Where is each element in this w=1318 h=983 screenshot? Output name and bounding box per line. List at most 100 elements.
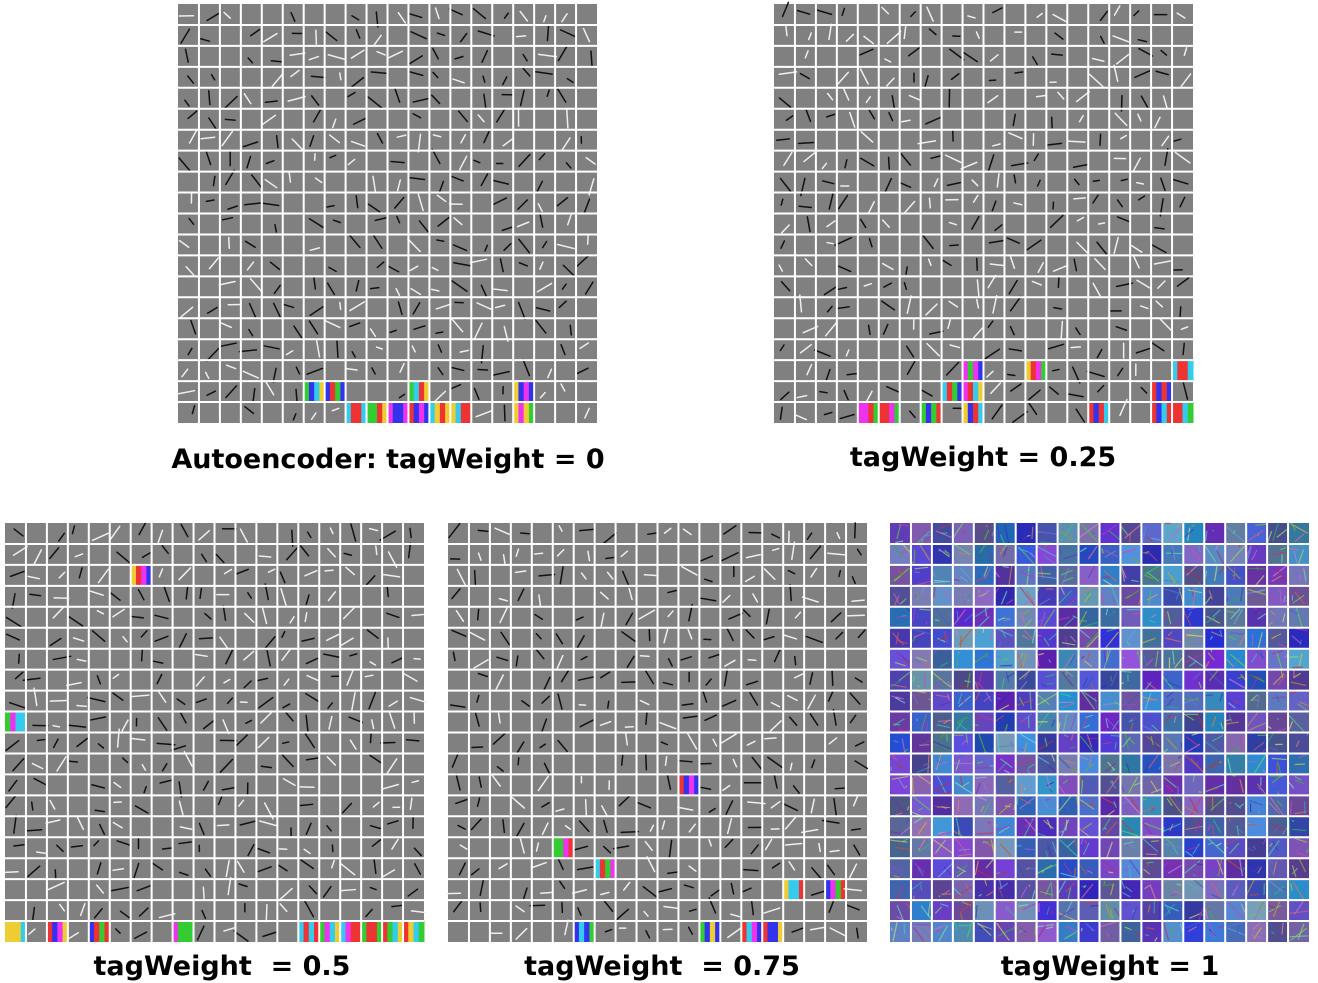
filter-cell	[995, 691, 1016, 712]
filter-cell	[1204, 628, 1225, 649]
filter-cell	[1141, 670, 1162, 691]
filter-panel	[178, 4, 597, 423]
edge-stroke	[622, 755, 623, 765]
filter-cell	[1016, 921, 1037, 942]
filter-cell	[1183, 879, 1204, 900]
color-band	[387, 921, 393, 942]
color-band	[931, 402, 937, 423]
noise-stroke	[1080, 621, 1087, 622]
filter-cell	[1246, 795, 1267, 816]
filter-cell	[1058, 816, 1079, 837]
color-band	[773, 921, 779, 942]
filter-cell	[1204, 753, 1225, 774]
filter-cell	[974, 649, 995, 670]
caption: tagWeight = 1	[1001, 951, 1220, 982]
noise-stroke	[919, 745, 929, 746]
edge-stroke	[259, 556, 271, 557]
filter-cell	[1100, 774, 1121, 795]
noise-stroke	[1220, 762, 1222, 763]
color-band	[141, 565, 147, 586]
edge-stroke	[478, 530, 488, 531]
color-band	[1188, 402, 1194, 423]
edge-stroke	[1015, 72, 1023, 73]
edge-stroke	[475, 571, 476, 585]
edge-stroke	[541, 893, 551, 894]
color-band	[863, 402, 869, 423]
color-band	[1031, 360, 1037, 381]
color-band	[366, 921, 372, 942]
filter-cell	[1058, 586, 1079, 607]
color-band	[1188, 360, 1194, 381]
noise-stroke	[986, 526, 988, 527]
figure: Autoencoder: tagWeight = 0 tagWeight = 0…	[0, 0, 1318, 983]
filter-cell	[1016, 649, 1037, 670]
filter-cell	[1225, 691, 1246, 712]
filter-cell	[1225, 816, 1246, 837]
color-band	[830, 879, 836, 900]
filter-cell	[1246, 837, 1267, 858]
color-band	[836, 879, 842, 900]
caption: tagWeight = 0.5	[94, 951, 351, 982]
color-band	[408, 921, 414, 942]
filter-cell	[1058, 649, 1079, 670]
filter-cell	[911, 733, 932, 754]
color-band	[1183, 402, 1189, 423]
filter-cell	[953, 544, 974, 565]
color-band	[414, 381, 420, 402]
filter-cell	[1100, 879, 1121, 900]
edge-stroke	[480, 903, 481, 911]
edge-stroke	[371, 734, 372, 742]
filter-cell	[1267, 837, 1288, 858]
color-band	[419, 402, 425, 423]
edge-stroke	[567, 110, 568, 128]
edge-stroke	[371, 288, 379, 289]
color-band	[309, 921, 315, 942]
edge-stroke	[199, 638, 212, 639]
edge-stroke	[19, 654, 20, 663]
color-band	[524, 402, 530, 423]
filter-cell	[995, 837, 1016, 858]
noise-stroke	[1151, 841, 1159, 842]
color-band	[563, 837, 569, 858]
noise-stroke	[1060, 831, 1063, 832]
filter-cell	[1162, 837, 1183, 858]
filter-cell	[1183, 544, 1204, 565]
filter-cell	[1204, 649, 1225, 670]
edge-stroke	[591, 51, 592, 65]
noise-stroke	[978, 909, 982, 910]
noise-stroke	[1152, 610, 1154, 611]
noise-stroke	[1145, 935, 1149, 936]
filter-cell	[1162, 691, 1183, 712]
filter-cell	[1100, 900, 1121, 921]
edge-stroke	[1052, 54, 1063, 55]
color-band	[10, 921, 16, 942]
edge-stroke	[325, 570, 333, 571]
color-band	[435, 402, 441, 423]
filter-cell	[932, 879, 953, 900]
filter-cell	[1183, 523, 1204, 544]
filter-cell	[1288, 523, 1309, 544]
color-band	[351, 921, 357, 942]
filter-cell	[911, 837, 932, 858]
filter-cell	[1120, 628, 1141, 649]
color-band	[330, 381, 336, 402]
color-band	[183, 921, 189, 942]
filter-cell	[1120, 733, 1141, 754]
color-band	[952, 381, 958, 402]
noise-stroke	[1022, 784, 1023, 795]
filter-cell	[995, 712, 1016, 733]
filter-cell	[1204, 921, 1225, 942]
color-band	[52, 921, 58, 942]
color-band	[752, 921, 758, 942]
filter-cell	[1016, 816, 1037, 837]
edge-stroke	[70, 761, 78, 762]
filter-cell	[1141, 795, 1162, 816]
filter-cell	[1288, 900, 1309, 921]
filter-cell	[1225, 565, 1246, 586]
color-band	[884, 402, 890, 423]
filter-cell	[1079, 712, 1100, 733]
color-band	[1183, 360, 1189, 381]
noise-stroke	[990, 766, 993, 767]
filter-cell	[1120, 837, 1141, 858]
filter-cell	[890, 733, 911, 754]
